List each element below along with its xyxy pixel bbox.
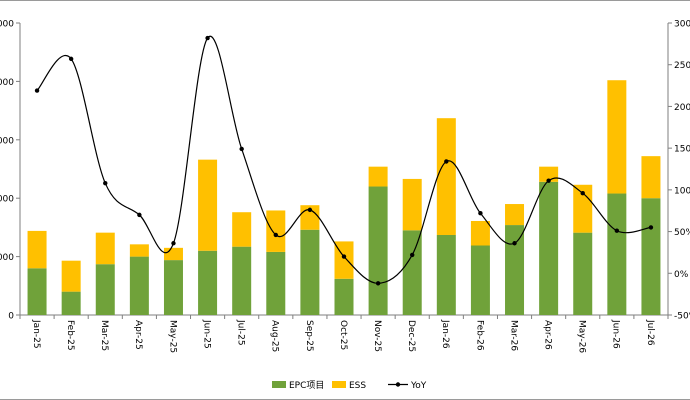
y-right-tick-label: 300% (674, 20, 690, 30)
yoy-point (648, 225, 654, 230)
yoy-point (273, 232, 278, 238)
bar-ess (607, 80, 627, 194)
legend-marker-yoy (395, 382, 401, 387)
bar-epc (539, 181, 559, 315)
y-right-tick-label: 150% (674, 145, 690, 155)
x-tick-label: Apr-26 (542, 320, 552, 350)
x-tick-label: Sep-25 (304, 320, 314, 352)
legend-label-epc: EPC项目 (289, 380, 324, 391)
bar-epc (402, 230, 422, 315)
bar-ess (402, 178, 422, 231)
y-right-tick-label: 250% (674, 61, 690, 71)
bar-epc (232, 246, 252, 315)
x-tick-label: Jan-26 (440, 319, 450, 349)
y-left-tick-label: 3000 (0, 136, 14, 146)
bar-epc (95, 264, 115, 315)
yoy-point (512, 241, 517, 246)
bar-ess (232, 212, 252, 247)
yoy-point (171, 241, 176, 246)
bar-ess (163, 247, 183, 261)
legend-swatch-ess (332, 381, 346, 388)
bar-ess (300, 205, 320, 230)
bar-epc (505, 225, 525, 315)
yoy-point (580, 190, 585, 196)
yoy-point (205, 35, 210, 41)
x-tick-label: Mar-25 (99, 320, 109, 351)
x-tick-label: Aug-25 (270, 320, 280, 352)
bar-ess (470, 220, 490, 246)
bar-epc (61, 291, 81, 315)
bar-epc (573, 232, 593, 315)
bar-epc (470, 245, 490, 315)
y-left-tick-label: 2000 (0, 195, 14, 205)
bar-epc (300, 229, 320, 315)
y-right-tick-label: 50% (674, 228, 690, 238)
y-right-tick-label: 100% (674, 186, 690, 196)
x-tick-label: Apr-25 (133, 320, 143, 350)
x-tick-label: Jun-25 (201, 319, 211, 349)
yoy-point (307, 207, 313, 213)
y-right-tick-label: 200% (674, 103, 690, 113)
bar-ess (198, 159, 218, 251)
x-tick-label: Nov-25 (372, 320, 382, 352)
yoy-point (34, 88, 40, 93)
legend-swatch-epc (272, 381, 286, 388)
yoy-point (68, 56, 74, 62)
yoy-point (546, 178, 551, 183)
yoy-point (478, 211, 483, 216)
y-left-tick-label: 4000 (0, 78, 14, 88)
bar-ess (129, 244, 149, 257)
bar-epc (368, 186, 388, 315)
bar-epc (27, 268, 47, 315)
yoy-point (614, 228, 620, 233)
bar-ess (641, 156, 661, 199)
yoy-point (239, 146, 244, 152)
y-right-tick-label: 0% (674, 270, 689, 280)
bar-epc (334, 278, 354, 315)
x-tick-label: Mar-26 (508, 320, 518, 351)
bar-epc (607, 193, 627, 315)
yoy-point (444, 159, 449, 164)
y-left-tick-label: 0 (8, 312, 14, 322)
yoy-point (341, 254, 347, 259)
x-tick-label: Jul-25 (236, 319, 246, 346)
bar-ess (266, 210, 286, 252)
bar-epc (266, 251, 286, 315)
x-tick-label: May-25 (167, 320, 177, 353)
yoy-point (103, 180, 108, 186)
legend-label-yoy: YoY (410, 381, 427, 391)
x-tick-label: Dec-25 (406, 320, 416, 352)
x-tick-label: Jul-26 (645, 319, 655, 346)
x-tick-label: May-26 (577, 320, 587, 353)
bar-epc (129, 256, 149, 315)
y-right-tick-label: -50% (674, 312, 690, 322)
bar-epc (163, 260, 183, 315)
yoy-point (410, 252, 415, 258)
x-tick-label: Feb-25 (65, 320, 75, 351)
bar-ess (27, 230, 47, 269)
y-left-tick-label: 1000 (0, 253, 14, 263)
x-tick-label: Jun-26 (611, 319, 621, 349)
bar-epc (436, 234, 456, 315)
bar-epc (198, 250, 218, 315)
bar-ess (368, 166, 388, 187)
x-tick-label: Jan-25 (31, 319, 41, 349)
yoy-point (137, 212, 142, 218)
legend-label-ess: ESS (349, 381, 366, 391)
bar-ess (95, 232, 115, 265)
bar-ess (436, 118, 456, 235)
bar-ess (61, 260, 81, 292)
yoy-point (375, 281, 381, 286)
x-tick-label: Oct-25 (338, 320, 348, 350)
x-tick-label: Feb-26 (474, 320, 484, 351)
y-left-tick-label: 5000 (0, 20, 14, 30)
bar-epc (641, 198, 661, 315)
bar-ess (505, 204, 525, 226)
